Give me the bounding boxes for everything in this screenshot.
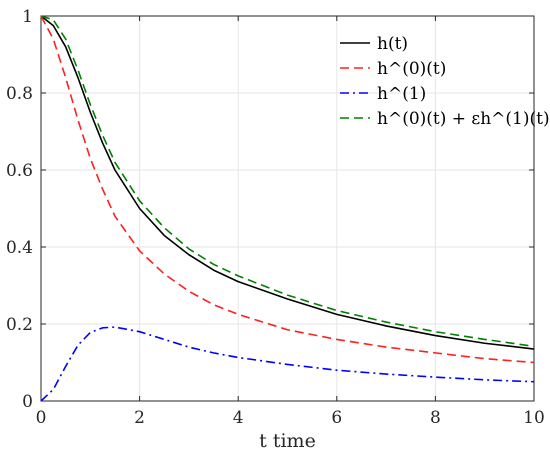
legend: h(t) h^(0)(t) h^(1) h^(0)(t) + εh^(1)(t): [340, 34, 550, 129]
x-tick-label: 4: [233, 408, 244, 428]
grid: [41, 16, 534, 401]
y-tick-label: 0: [22, 392, 33, 412]
series-lines: [40, 15, 535, 402]
x-tick-label: 6: [331, 408, 342, 428]
legend-label-3: h^(1): [377, 84, 426, 104]
y-tick-label: 0.2: [6, 315, 33, 335]
series-line-3: [40, 326, 535, 402]
x-tick-label: 10: [523, 408, 545, 428]
legend-label-4: h^(0)(t) + εh^(1)(t): [377, 109, 550, 129]
series-line-1: [40, 15, 535, 350]
x-tick-label: 2: [134, 408, 145, 428]
y-tick-label: 1: [22, 7, 33, 27]
y-tick-label: 0.8: [6, 84, 33, 104]
series-line-4: [40, 15, 535, 348]
x-tick-label: 0: [36, 408, 47, 428]
x-tick-label: 8: [430, 408, 441, 428]
plot-frame: [40, 15, 535, 402]
legend-label-2: h^(0)(t): [377, 59, 446, 79]
y-tick-label: 0.6: [6, 161, 33, 181]
series-line-2: [40, 15, 535, 364]
axis-ticks: 0 2 4 6 8 10 0 0.2 0.4 0.6 0.8 1: [6, 7, 545, 428]
legend-label-1: h(t): [377, 34, 408, 54]
x-axis-label: t time: [259, 430, 316, 452]
y-tick-label: 0.4: [6, 238, 33, 258]
